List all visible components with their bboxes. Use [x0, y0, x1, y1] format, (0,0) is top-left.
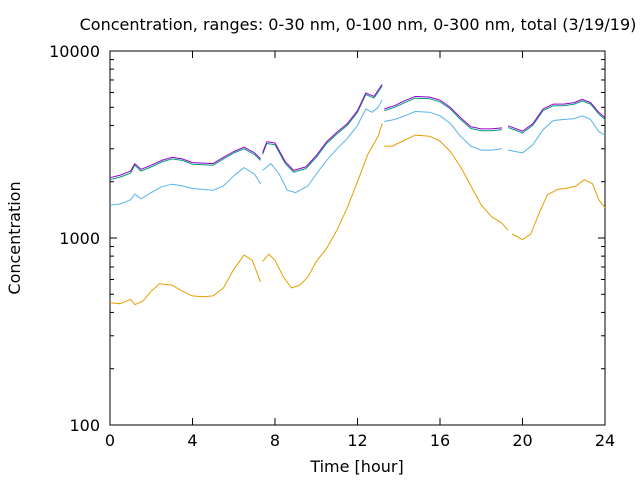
x-tick-label: 24 [595, 431, 615, 450]
series-segment [384, 111, 502, 151]
y-axis-label: Concentration [5, 181, 24, 294]
series-line-1 [109, 123, 606, 306]
plot-frame [109, 50, 606, 426]
y-tick-label: 100 [69, 416, 100, 435]
y-axis-ticks: 100 1000 10000 [49, 42, 605, 435]
series-line-3 [109, 85, 606, 181]
series-segment [109, 167, 262, 206]
series-segment [384, 95, 502, 130]
chart-title: Concentration, ranges: 0-30 nm, 0-100 nm… [80, 15, 637, 34]
series-segment [507, 98, 606, 132]
x-axis-ticks: 0 4 8 12 16 20 24 [105, 51, 615, 450]
series-segment [384, 97, 502, 132]
series-segment [511, 179, 606, 241]
x-tick-label: 0 [105, 431, 115, 450]
series-line-2 [109, 99, 606, 206]
plot-area: 0 4 8 12 16 20 24 100 1000 10000 [49, 42, 615, 450]
series-layer [109, 84, 606, 306]
series-segment [508, 115, 606, 154]
x-tick-label: 16 [430, 431, 450, 450]
series-segment [262, 123, 383, 289]
series-segment [507, 100, 606, 134]
series-segment [109, 254, 262, 306]
series-segment [109, 146, 261, 179]
x-tick-label: 12 [347, 431, 367, 450]
series-segment [262, 85, 383, 173]
y-tick-label: 10000 [49, 42, 100, 61]
x-tick-label: 4 [187, 431, 197, 450]
x-axis-label: Time [hour] [309, 457, 403, 476]
series-segment [109, 148, 261, 181]
y-tick-label: 1000 [59, 229, 100, 248]
series-segment [384, 134, 509, 231]
series-segment [262, 84, 383, 171]
x-tick-label: 20 [512, 431, 532, 450]
series-line-4 [109, 84, 606, 179]
x-tick-label: 8 [270, 431, 280, 450]
series-segment [262, 99, 383, 194]
